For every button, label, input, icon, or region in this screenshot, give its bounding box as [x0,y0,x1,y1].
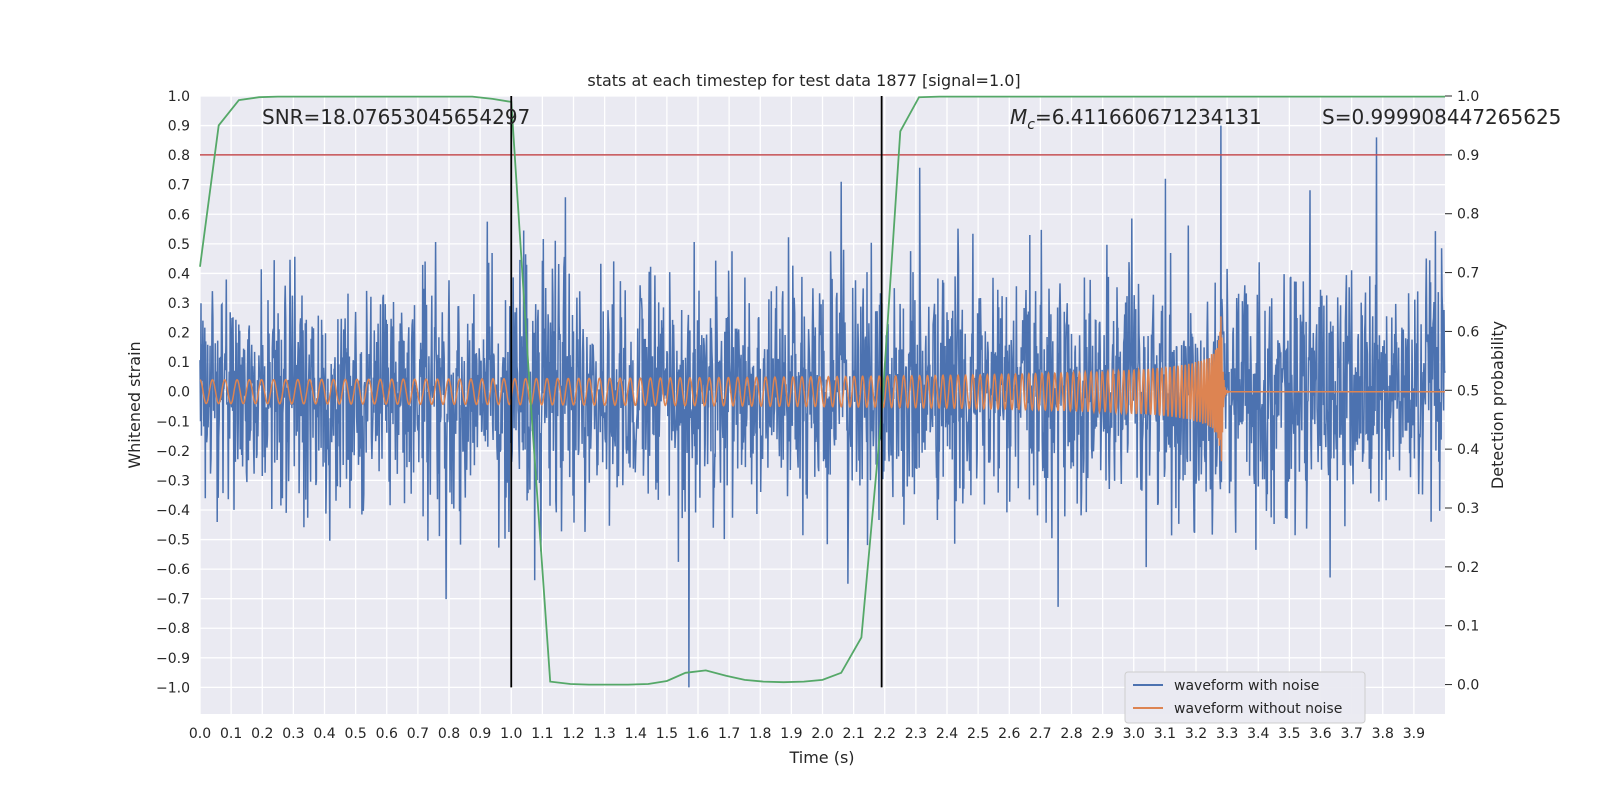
y-tick-label: 0.5 [168,237,190,253]
y-tick-label: 0.4 [168,266,190,282]
y2-axis-label: Detection probability [1488,321,1507,489]
y-tick-label: −0.2 [156,444,190,460]
x-tick-label: 1.5 [656,726,678,742]
x-tick-label: 1.1 [531,726,553,742]
score-annotation: S=0.999908447265625 [1322,105,1561,129]
y-tick-label: −0.9 [156,651,190,667]
x-tick-label: 3.6 [1309,726,1331,742]
x-tick-label: 1.3 [593,726,615,742]
x-tick-label: 2.6 [998,726,1020,742]
y-axis-label: Whitened strain [125,341,144,468]
y2-tick-label: 0.4 [1457,442,1479,458]
y-tick-label: −0.8 [156,621,190,637]
snr-annotation: SNR=18.07653045654297 [262,105,530,129]
y2-axis-ticks: 1.0 0.9 0.8 0.7 0.6 0.5 0.4 0.3 0.2 0.1 0.0 [1445,89,1479,694]
chart-title: stats at each timestep for test data 187… [587,71,1020,90]
x-tick-label: 1.7 [718,726,740,742]
x-tick-label: 0.8 [438,726,460,742]
x-tick-label: 2.5 [967,726,989,742]
x-tick-label: 3.9 [1403,726,1425,742]
x-tick-label: 0.6 [376,726,398,742]
x-tick-label: 0.1 [220,726,242,742]
y2-tick-label: 0.3 [1457,501,1479,517]
y2-tick-label: 0.8 [1457,207,1479,223]
x-tick-label: 3.8 [1372,726,1394,742]
x-tick-label: 2.8 [1060,726,1082,742]
y2-tick-label: 0.1 [1457,619,1479,635]
x-tick-label: 3.5 [1278,726,1300,742]
x-tick-label: 0.9 [469,726,491,742]
x-tick-label: 3.7 [1340,726,1362,742]
x-tick-label: 1.9 [780,726,802,742]
y-tick-label: −0.3 [156,473,190,489]
y2-tick-label: 0.9 [1457,148,1479,164]
x-axis-label: Time (s) [788,748,854,767]
x-tick-label: 1.6 [687,726,709,742]
x-axis-ticks: 0.0 0.1 0.2 0.3 0.4 0.5 0.6 0.7 0.8 0.9 1.0 1.1 1.2 1… [189,726,1425,742]
series-waveform-without-noise [199,316,1445,462]
y-tick-label: 0.9 [168,119,190,135]
x-tick-label: 0.7 [407,726,429,742]
y-tick-label: 0.3 [168,296,190,312]
y2-tick-label: 0.2 [1457,560,1479,576]
series-detection-probability [199,95,1445,686]
legend-label-clean: waveform without noise [1174,701,1342,717]
x-tick-label: 0.2 [251,726,273,742]
legend-label-noise: waveform with noise [1174,678,1319,694]
y2-tick-label: 0.5 [1457,383,1479,399]
x-tick-label: 3.4 [1247,726,1269,742]
x-tick-label: 1.2 [562,726,584,742]
x-tick-label: 0.3 [282,726,304,742]
x-tick-label: 2.1 [842,726,864,742]
x-tick-label: 2.4 [936,726,958,742]
chirp-mass-symbol: M [1010,105,1027,129]
x-tick-label: 0.0 [189,726,211,742]
x-tick-label: 0.5 [344,726,366,742]
x-tick-label: 3.1 [1154,726,1176,742]
x-tick-label: 2.3 [905,726,927,742]
x-tick-label: 0.4 [313,726,335,742]
y-tick-label: 0.1 [168,355,190,371]
y-tick-label: −0.5 [156,533,190,549]
legend: waveform with noise waveform without noi… [1124,671,1366,724]
y2-tick-label: 1.0 [1457,89,1479,105]
x-tick-label: 2.9 [1091,726,1113,742]
y-tick-label: −1.0 [156,680,190,696]
x-tick-label: 3.3 [1216,726,1238,742]
y-tick-label: −0.6 [156,562,190,578]
y-tick-label: 0.7 [168,178,190,194]
y2-tick-label: 0.7 [1457,266,1479,282]
plot-lines [199,95,1446,688]
y-tick-label: −0.1 [156,414,190,430]
y-tick-label: 0.2 [168,326,190,342]
x-tick-label: 2.0 [811,726,833,742]
chirp-mass-annotation: Mc=6.411660671234131 [1010,105,1262,133]
legend-box [1124,671,1366,724]
x-tick-label: 1.0 [500,726,522,742]
y-tick-label: 1.0 [168,89,190,105]
chirp-mass-value: =6.411660671234131 [1035,105,1262,129]
x-tick-label: 3.2 [1185,726,1207,742]
chirp-mass-subscript: c [1027,117,1035,133]
y-tick-label: 0.0 [168,385,190,401]
series-waveform-with-noise [199,125,1446,688]
y2-tick-label: 0.0 [1457,678,1479,694]
x-tick-label: 1.8 [749,726,771,742]
x-tick-label: 2.2 [874,726,896,742]
y-tick-label: −0.7 [156,592,190,608]
x-tick-label: 3.0 [1123,726,1145,742]
y2-tick-label: 0.6 [1457,324,1479,340]
x-tick-label: 1.4 [625,726,647,742]
y-tick-label: 0.8 [168,148,190,164]
y-axis-ticks: 1.0 0.9 0.8 0.7 0.6 0.5 0.4 0.3 0.2 0.1 0.0 −0.1 −0.… [156,89,190,696]
y-tick-label: −0.4 [156,503,190,519]
x-tick-label: 2.7 [1029,726,1051,742]
y-tick-label: 0.6 [168,207,190,223]
